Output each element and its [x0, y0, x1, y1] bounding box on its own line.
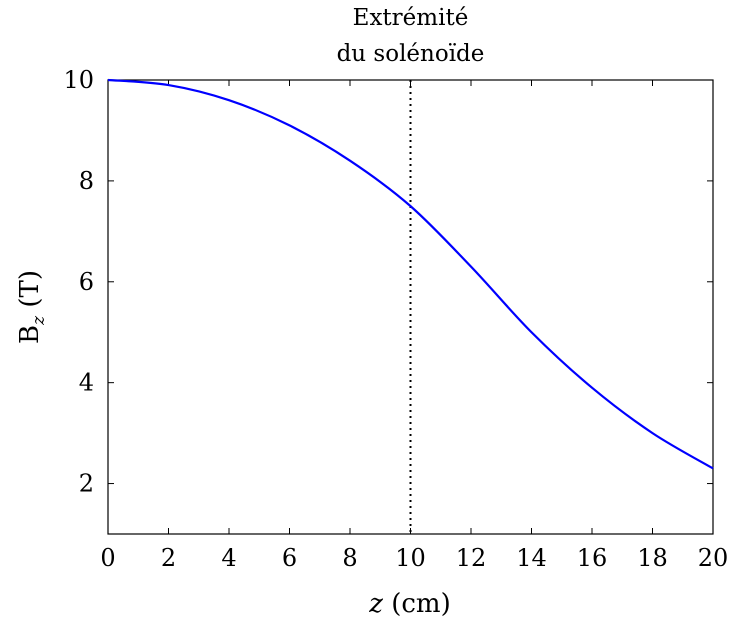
x-axis-title: z (cm): [368, 589, 450, 619]
x-tick-label: 8: [342, 544, 357, 572]
series-line: [107, 78, 714, 470]
end-marker-label-line: du solénoïde: [337, 41, 485, 67]
x-tick-label: 0: [100, 544, 115, 572]
annotations: Extrémité du solénoïde: [337, 5, 485, 534]
x-tick-label: 2: [161, 544, 176, 572]
y-tick-label: 8: [79, 167, 94, 195]
x-tick-label: 10: [395, 544, 426, 572]
tick-labels: 0 2 4 6 8 10 12 14 16 18 20 2 4 6 8 10: [63, 66, 728, 572]
series-layer: [107, 78, 714, 470]
end-marker-label-line: Extrémité: [353, 5, 469, 31]
x-tick-label: 6: [282, 544, 297, 572]
x-tick-label: 20: [698, 544, 729, 572]
y-tick-label: 4: [79, 369, 94, 397]
x-tick-label: 14: [516, 544, 547, 572]
x-tick-label: 16: [577, 544, 608, 572]
x-tick-label: 18: [637, 544, 668, 572]
x-tick-label: 12: [456, 544, 487, 572]
x-tick-label: 4: [221, 544, 236, 572]
y-tick-label: 2: [79, 470, 94, 498]
y-tick-label: 6: [79, 268, 94, 296]
y-axis-title: Bz (T): [15, 270, 49, 344]
y-tick-label: 10: [63, 66, 94, 94]
